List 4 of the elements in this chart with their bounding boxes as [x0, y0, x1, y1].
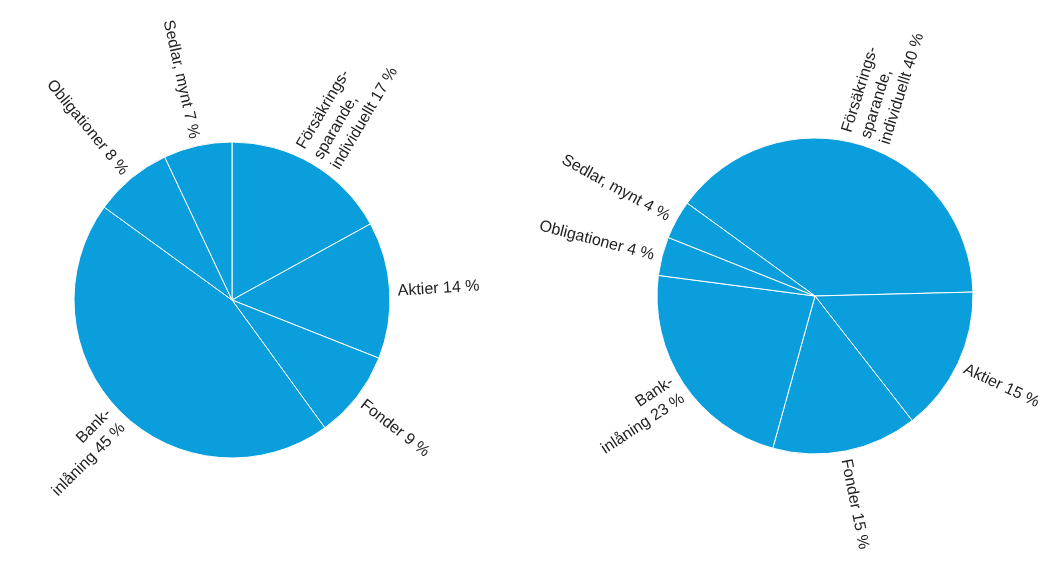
slice-label: Aktier 15 %	[961, 359, 1043, 411]
slice-label: Aktier 14 %	[397, 276, 480, 299]
slice-label: Sedlar, mynt 7 %	[160, 18, 204, 140]
slice-label: Fonder 15 %	[838, 457, 874, 551]
